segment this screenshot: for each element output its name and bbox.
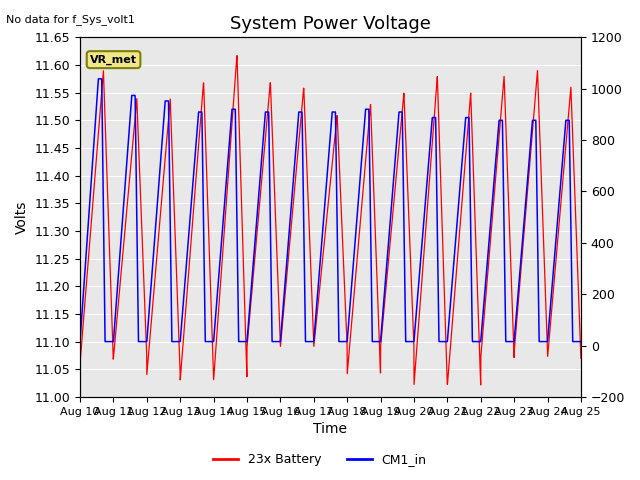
CM1_in <box>577 339 585 345</box>
CM1_in <box>290 169 298 175</box>
23x Battery <box>577 355 585 361</box>
Line: 23x Battery: 23x Battery <box>80 56 581 385</box>
Title: System Power Voltage: System Power Voltage <box>230 15 431 33</box>
23x Battery <box>233 53 241 59</box>
23x Battery <box>477 382 484 388</box>
23x Battery <box>133 105 141 110</box>
CM1_in <box>163 98 171 104</box>
CM1_in <box>95 76 102 82</box>
Text: No data for f_Sys_volt1: No data for f_Sys_volt1 <box>6 14 135 25</box>
CM1_in <box>134 254 141 260</box>
23x Battery <box>76 361 84 367</box>
Y-axis label: Volts: Volts <box>15 201 29 234</box>
23x Battery <box>290 193 298 199</box>
23x Battery <box>268 129 276 135</box>
Legend: 23x Battery, CM1_in: 23x Battery, CM1_in <box>208 448 432 471</box>
CM1_in <box>268 339 276 345</box>
23x Battery <box>513 310 521 315</box>
23x Battery <box>568 98 575 104</box>
23x Battery <box>163 134 171 140</box>
X-axis label: Time: Time <box>314 422 348 436</box>
CM1_in <box>513 301 521 307</box>
CM1_in <box>568 250 575 256</box>
Line: CM1_in: CM1_in <box>80 79 581 342</box>
Text: VR_met: VR_met <box>90 55 137 65</box>
CM1_in <box>76 339 84 345</box>
